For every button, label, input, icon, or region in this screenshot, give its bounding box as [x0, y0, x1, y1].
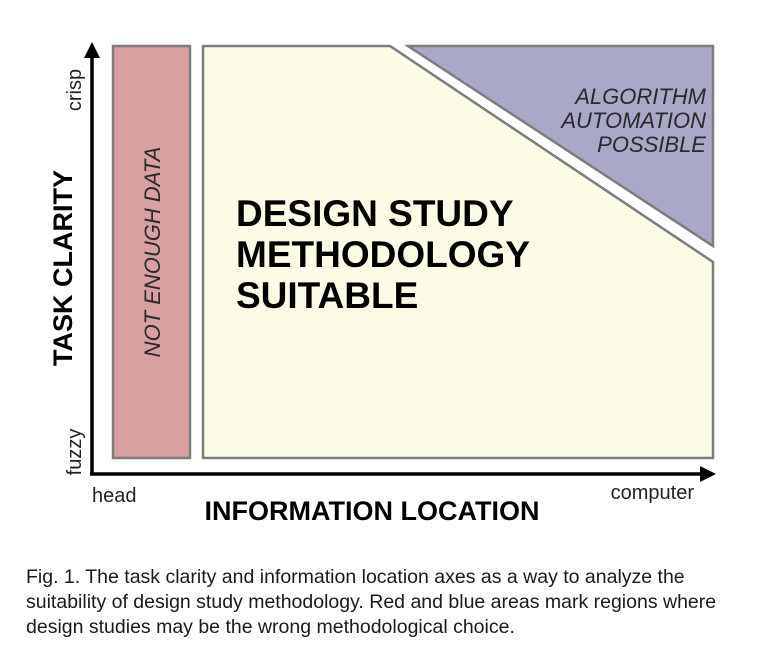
- not-enough-data-label: NOT ENOUGH DATA: [140, 147, 165, 358]
- x-axis-tick-low: head: [92, 485, 137, 507]
- x-axis-tick-high: computer: [611, 482, 695, 504]
- y-axis-tick-high: crisp: [64, 69, 86, 111]
- x-axis-arrowhead: [700, 466, 716, 482]
- algorithm-region: [403, 44, 715, 249]
- x-axis-title: INFORMATION LOCATION: [205, 496, 540, 526]
- design-study-line-2: METHODOLOGY: [236, 234, 530, 275]
- y-axis-tick-low: fuzzy: [64, 429, 86, 476]
- design-study-region: [201, 44, 715, 460]
- methodology-diagram: NOT ENOUGH DATA DESIGN STUDY METHODOLOGY…: [48, 42, 716, 526]
- y-axis-title: TASK CLARITY: [48, 170, 78, 366]
- figure-caption: Fig. 1. The task clarity and information…: [26, 566, 717, 638]
- design-study-line-1: DESIGN STUDY: [236, 193, 514, 234]
- algorithm-line-2: AUTOMATION: [559, 108, 706, 133]
- design-study-line-3: SUITABLE: [236, 275, 418, 316]
- not-enough-data-region: [111, 44, 192, 460]
- y-axis-arrowhead: [84, 42, 100, 58]
- algorithm-line-3: POSSIBLE: [597, 132, 706, 157]
- algorithm-line-1: ALGORITHM: [573, 84, 706, 109]
